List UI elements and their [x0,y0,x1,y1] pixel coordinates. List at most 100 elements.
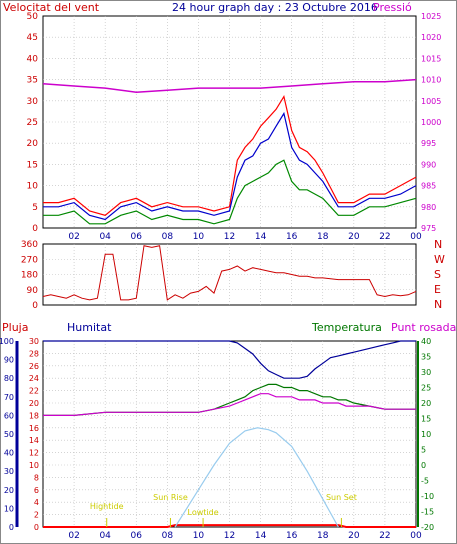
pressure-tick-label: 1020 [421,33,441,42]
wind-tick-label: 0 [32,224,38,234]
pressure-tick-label: 1005 [421,97,441,106]
wind-tick-label: 50 [27,12,39,22]
x-tick-label: 20 [348,232,360,242]
compass-label: N [434,298,442,311]
temperature-tick-label: 20 [421,399,431,408]
x-tick-label: 06 [131,531,143,541]
wind-minimum-line [43,159,417,225]
temperature-tick-label: 25 [421,384,431,393]
rain-tick-label: 24 [29,374,39,383]
dewpoint-label: Punt rosada [391,321,456,334]
rain-label: Pluja [2,321,28,334]
wind-speed-label: Velocitat del vent [3,1,100,14]
temperature-tick-label: 30 [421,368,431,377]
rain-tick-label: 12 [29,449,39,458]
x-tick-label: 20 [348,531,360,541]
rain-tick-label: 6 [34,486,39,495]
x-tick-label: 12 [224,232,235,242]
wind-tick-label: 15 [27,160,38,170]
compass-label: S [434,268,441,281]
humidity-tick-label: 80 [4,374,14,383]
compass-label: E [434,283,441,296]
wind-tick-label: 20 [27,139,39,149]
humidity-tick-label: 30 [4,467,14,476]
wind-gust-line [43,95,417,216]
rain-tick-label: 18 [29,411,39,420]
x-tick-label: 10 [193,531,205,541]
direction-tick-label: 270 [21,255,38,265]
annotation-label: Hightide [90,502,124,511]
humidity-label: Humitat [67,321,112,334]
rain-tick-label: 28 [29,349,39,358]
x-tick-label: 02 [68,531,79,541]
humidity-tick-label: 20 [4,486,14,495]
wind-tick-label: 30 [27,97,39,107]
x-tick-label: 00 [410,232,422,242]
humidity-tick-label: 60 [4,411,14,420]
annotation-label: Lowtide [188,508,219,517]
rain-tick-label: 22 [29,387,39,396]
rain-line [43,524,416,528]
pressure-tick-label: 990 [421,160,436,169]
temperature-tick-label: 0 [421,461,426,470]
rain-tick-label: 8 [34,473,39,482]
labels-layer: 0202040406060808101012121414161618182020… [0,12,445,541]
temperature-tick-label: -15 [421,508,434,517]
annotation-label: Sun Rise [153,493,188,502]
wind-tick-label: 35 [27,76,38,86]
wind-average-line [43,111,417,221]
rain-tick-label: 14 [29,436,39,445]
direction-tick-label: 0 [32,301,38,311]
x-tick-label: 12 [224,531,235,541]
humidity-tick-label: 100 [0,337,14,346]
x-tick-label: 00 [410,531,422,541]
direction-tick-label: 180 [21,271,38,281]
x-tick-label: 22 [379,232,390,242]
x-tick-label: 08 [162,232,174,242]
rain-tick-label: 16 [29,424,39,433]
x-tick-label: 22 [379,531,390,541]
pressure-tick-label: 980 [421,203,436,212]
chart-title: 24 hour graph day : 23 Octubre 2016 [172,1,378,14]
pressure-tick-label: 1000 [421,118,441,127]
temperature-label: Temperatura [311,321,382,334]
pressure-tick-label: 985 [421,182,436,191]
wind-tick-label: 25 [27,118,38,128]
solar-curve [174,427,339,528]
temperature-tick-label: 5 [421,446,426,455]
x-tick-label: 08 [162,531,174,541]
rain-tick-label: 0 [34,523,39,532]
compass-label: N [434,238,442,251]
pressure-tick-label: 1010 [421,76,441,85]
pressure-tick-label: 1025 [421,12,441,21]
x-tick-label: 06 [131,232,143,242]
x-tick-label: 14 [255,232,267,242]
humidity-line [43,340,416,379]
rain-tick-label: 20 [29,399,39,408]
humidity-tick-label: 90 [4,356,14,365]
temperature-tick-label: 40 [421,337,431,346]
x-tick-label: 16 [286,531,298,541]
pressure-tick-label: 975 [421,224,436,233]
x-tick-label: 04 [99,232,111,242]
temperature-tick-label: -5 [421,477,429,486]
rain-tick-label: 26 [29,362,39,371]
pressure-tick-label: 1015 [421,54,441,63]
pressure-line [42,78,417,94]
humidity-tick-label: 0 [9,523,14,532]
temperature-tick-label: -20 [421,523,434,532]
wind-tick-label: 10 [27,182,39,192]
x-tick-label: 02 [68,232,79,242]
humidity-tick-label: 50 [4,430,14,439]
grid-layer [15,16,419,527]
pressure-tick-label: 995 [421,139,436,148]
rain-tick-label: 10 [29,461,39,470]
temperature-tick-label: -10 [421,492,434,501]
series-layer [42,78,417,528]
rain-tick-label: 4 [34,498,39,507]
direction-tick-label: 90 [27,286,39,296]
rain-tick-label: 30 [29,337,39,346]
humidity-tick-label: 70 [4,393,14,402]
